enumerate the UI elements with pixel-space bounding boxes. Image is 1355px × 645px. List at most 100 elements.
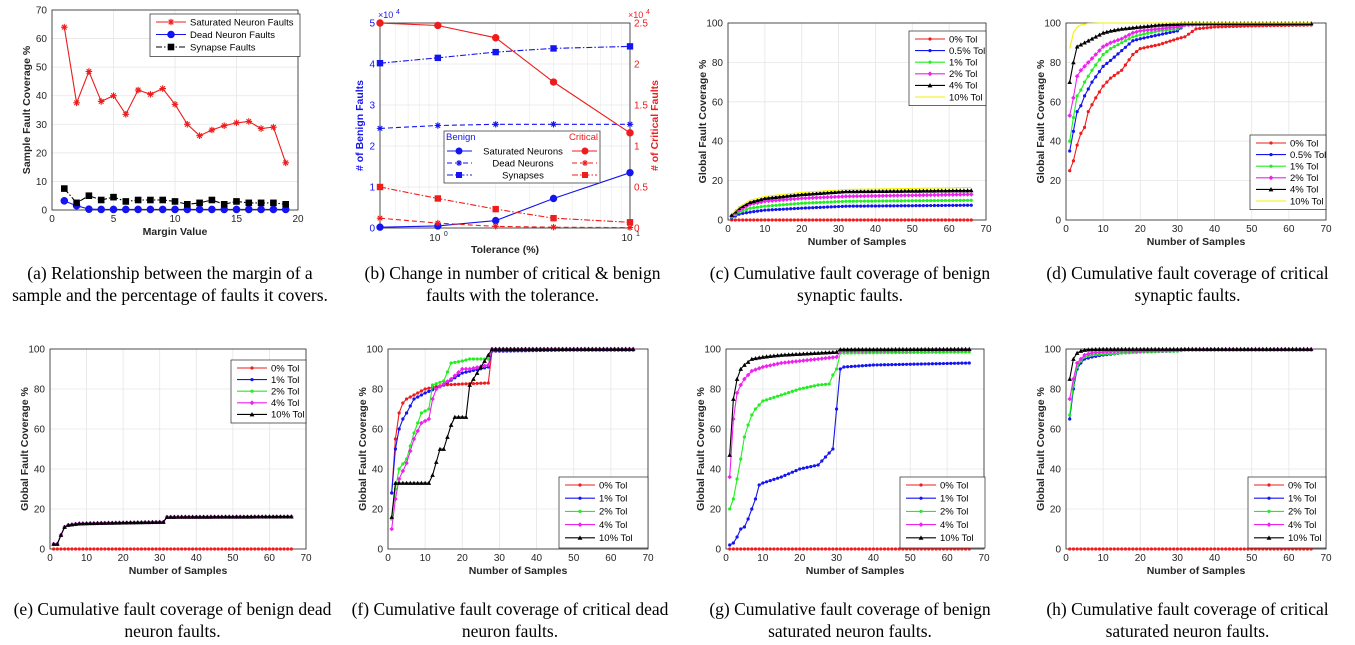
marker-dot [943,203,948,208]
marker-dot [864,547,868,551]
y-tick-label: 70 [36,6,48,17]
marker-diamond [865,193,871,199]
marker-dot [748,210,752,214]
marker-diamond [786,359,791,365]
marker-dot [798,547,802,551]
marker-dot [748,218,752,222]
marker-dot [220,547,224,551]
caption-d: (d) Cumulative fault coverage of critica… [1046,263,1329,305]
marker-triangle [1115,346,1121,351]
marker-dot [811,206,815,210]
marker-diamond [1130,30,1136,36]
marker-dot [963,361,968,365]
marker-dot [1227,547,1232,551]
marker-triangle [749,356,755,361]
marker-triangle [895,188,900,193]
marker-diamond [463,366,469,372]
marker-dot [752,210,756,214]
marker-triangle [954,188,959,193]
marker-dot [787,547,791,551]
x-tick-label: 20 [457,553,469,564]
marker-dot [969,218,973,222]
plot-background [380,23,630,228]
marker-diamond [482,363,487,369]
marker-dot [74,547,78,551]
marker-square [196,199,203,207]
marker-triangle [1175,346,1180,351]
marker-triangle [571,346,577,351]
marker-dot [1138,37,1142,41]
marker-diamond [1141,28,1147,33]
marker-triangle [762,196,768,201]
marker-diamond [968,192,974,197]
marker-diamond [954,192,959,197]
marker-asterisk [626,121,634,128]
marker-triangle [919,346,924,351]
marker-diamond [1093,52,1099,57]
y-right-multiplier-exp: 4 [646,9,650,16]
marker-triangle [426,480,432,485]
marker-dot [416,391,420,395]
marker-triangle [504,346,510,351]
x-tick-label: 70 [1320,224,1332,235]
marker-circle [626,168,634,177]
marker-circle [626,129,634,137]
marker-triangle [1256,346,1262,351]
marker-dot [940,198,944,203]
marker-dot [741,218,745,222]
marker-dot [578,496,582,500]
marker-triangle [745,359,751,364]
marker-triangle [1238,346,1243,351]
marker-triangle [753,356,758,361]
marker-triangle [523,346,528,351]
marker-triangle [248,514,254,519]
marker-triangle [281,514,287,519]
marker-triangle [1175,21,1180,26]
marker-dot [908,362,912,366]
legend-header-critical: Critical [569,132,598,143]
marker-dot [1090,68,1094,72]
marker-diamond [744,203,749,209]
marker-triangle [58,532,64,537]
legend-item: 1% Tol [1254,494,1316,505]
marker-diamond [1074,360,1080,366]
y-tick-label: 20 [1050,505,1062,516]
y-tick-label: 0 [715,545,721,556]
marker-circle [167,30,175,39]
marker-dot [759,205,763,209]
y-tick-label: 60 [36,34,48,45]
marker-dot [1183,35,1187,39]
chart-f: 0 10 20 30 40 50 60 70 0 20 40 60 80 100 Number of Sam… [357,345,654,578]
marker-diamond [806,195,812,201]
marker-dot [962,218,966,222]
marker-diamond [1067,396,1073,402]
legend-item: 4% Tol [1256,185,1318,196]
marker-dot [918,199,922,203]
x-tick-label: 50 [568,553,580,564]
marker-dot [728,507,732,511]
marker-dot [408,395,412,399]
marker-dot [919,483,923,487]
marker-asterisk [492,223,499,230]
marker-dot [829,200,833,204]
marker-dot [169,547,173,551]
series-critical-saturated-neurons [376,19,634,137]
marker-dot [1267,496,1271,500]
marker-circle [158,205,167,214]
marker-triangle [263,514,269,519]
y-tick-label: 100 [28,345,45,356]
x-axis-label: Margin Value [143,226,208,238]
marker-triangle [941,346,946,351]
marker-triangle [1186,346,1191,351]
marker-dot [873,218,878,222]
marker-triangle [1152,346,1158,351]
marker-dot [818,218,822,222]
marker-triangle [586,346,591,351]
x-tick-label: 70 [980,224,992,235]
marker-diamond [1167,25,1173,31]
marker-dot [792,202,796,206]
marker-dot [805,385,809,389]
marker-dot [1120,41,1124,45]
legend-label: 0.5% Tol [1290,150,1326,161]
